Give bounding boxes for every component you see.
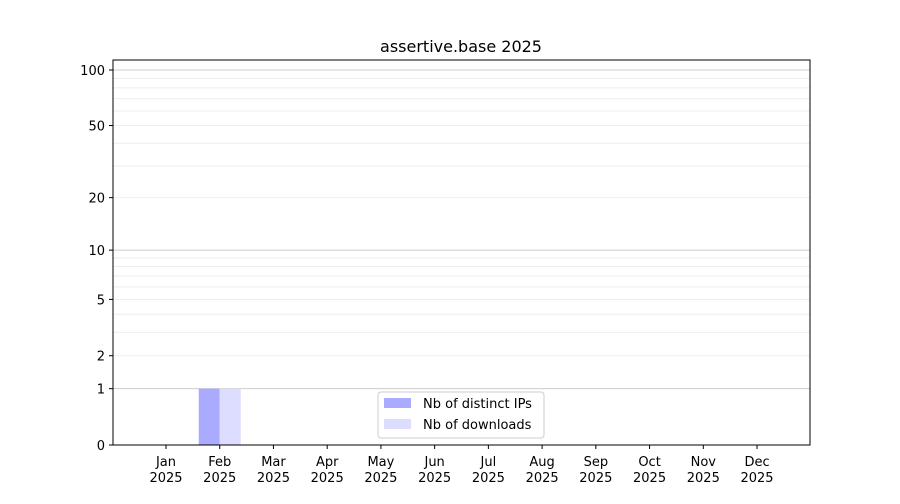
x-tick-label: 2025 — [418, 471, 451, 486]
x-tick-label: Oct — [638, 455, 660, 470]
x-tick-label: Jan — [155, 455, 176, 470]
x-tick-label: May — [367, 455, 394, 470]
x-tick-label: 2025 — [579, 471, 612, 486]
x-tick-label: Mar — [261, 455, 286, 470]
x-tick-label: 2025 — [472, 471, 505, 486]
bar-distinct-ips — [198, 388, 220, 445]
x-tick-label: Apr — [316, 455, 339, 470]
x-axis: Jan2025Feb2025Mar2025Apr2025May2025Jun20… — [149, 445, 774, 486]
x-tick-label: Jun — [423, 455, 444, 470]
x-tick-label: 2025 — [687, 471, 720, 486]
chart-title: assertive.base 2025 — [380, 37, 542, 56]
y-tick-label: 10 — [88, 244, 105, 259]
y-tick-label: 50 — [88, 120, 105, 135]
y-tick-label: 0 — [97, 439, 105, 454]
x-tick-label: 2025 — [740, 471, 773, 486]
x-tick-label: 2025 — [257, 471, 290, 486]
y-axis: 0 1 2 5 10 20 50 100 — [80, 64, 113, 454]
x-tick-label: Jul — [480, 455, 497, 470]
x-tick-label: Nov — [691, 455, 717, 470]
x-tick-label: Feb — [208, 455, 231, 470]
legend-swatch — [384, 419, 411, 429]
grid — [113, 69, 810, 390]
x-tick-label: 2025 — [633, 471, 666, 486]
legend-box — [377, 391, 545, 439]
bar-downloads — [219, 388, 241, 445]
x-tick-label: 2025 — [311, 471, 344, 486]
legend-swatch — [384, 398, 411, 408]
bars — [198, 388, 241, 445]
legend-label: Nb of downloads — [423, 418, 532, 433]
x-tick-label: 2025 — [203, 471, 236, 486]
y-tick-label: 100 — [80, 64, 105, 79]
x-tick-label: 2025 — [526, 471, 559, 486]
legend: Nb of distinct IPs Nb of downloads — [377, 391, 545, 439]
y-tick-label: 5 — [97, 293, 105, 308]
x-tick-label: Dec — [744, 455, 769, 470]
y-tick-label: 1 — [97, 383, 105, 398]
x-tick-label: 2025 — [364, 471, 397, 486]
x-tick-label: 2025 — [149, 471, 182, 486]
x-tick-label: Aug — [529, 455, 554, 470]
x-tick-label: Sep — [584, 455, 609, 470]
y-tick-label: 2 — [97, 350, 105, 365]
y-tick-label: 20 — [88, 192, 105, 207]
legend-label: Nb of distinct IPs — [423, 397, 532, 412]
plot-frame — [112, 59, 811, 446]
